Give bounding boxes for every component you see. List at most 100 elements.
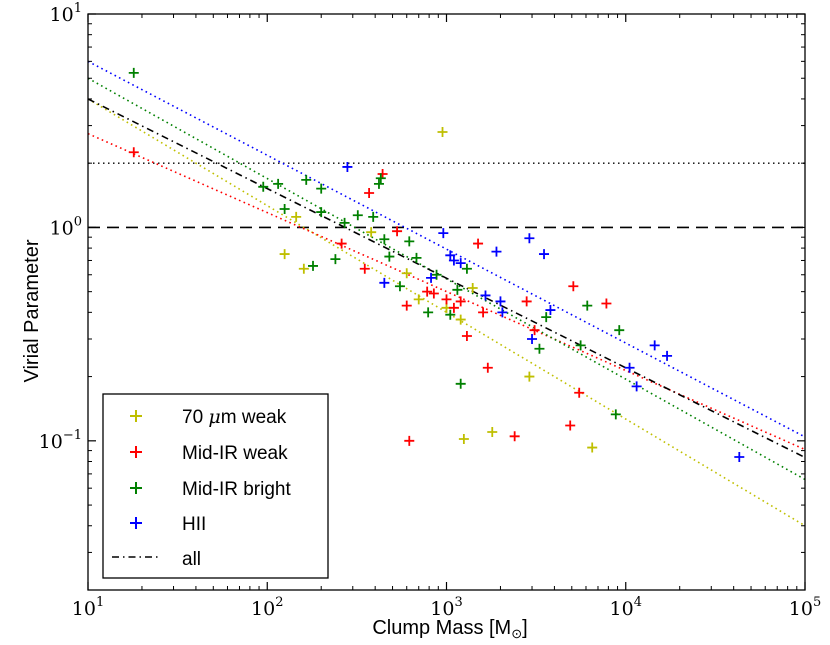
series-points-3 <box>342 161 745 462</box>
data-point <box>574 387 585 398</box>
x-axis-title: Clump Mass [M⊙] <box>372 617 527 641</box>
data-point <box>495 296 506 307</box>
x-tick-label: 105 <box>789 595 821 620</box>
legend-item-70um-weak: 70 μm weak <box>130 406 287 428</box>
data-point <box>461 263 472 274</box>
data-point <box>649 340 660 351</box>
data-point <box>445 309 456 320</box>
legend-item-all: all <box>112 549 201 570</box>
axis-ticks: 101 102 103 104 105 10−1 100 101 <box>39 1 822 620</box>
data-point <box>298 263 309 274</box>
data-point <box>662 350 673 361</box>
data-point <box>482 362 493 373</box>
reference-lines <box>88 162 805 229</box>
series-points-0 <box>279 126 598 453</box>
y-tick-label: 10−1 <box>39 428 82 453</box>
data-point <box>601 298 612 309</box>
legend-label-mid-ir-weak: Mid-IR weak <box>182 443 288 464</box>
data-point <box>487 426 498 437</box>
data-point <box>404 435 415 446</box>
legend-marker-mid-ir-weak <box>130 446 142 458</box>
x-tick-label: 103 <box>430 595 462 620</box>
data-point <box>291 211 302 222</box>
data-point <box>448 255 459 266</box>
data-point <box>128 67 139 78</box>
data-point <box>316 183 327 194</box>
data-point <box>431 269 442 280</box>
data-point <box>631 381 642 392</box>
legend-marker-hii <box>130 517 142 529</box>
data-point <box>527 334 538 345</box>
data-point <box>392 226 403 237</box>
data-point <box>373 178 384 189</box>
data-point <box>452 284 463 295</box>
data-point <box>614 325 625 336</box>
legend-marker-mid-ir-bright <box>130 482 142 494</box>
fit-line-all <box>88 98 805 459</box>
data-point <box>734 451 745 462</box>
data-point <box>455 378 466 389</box>
data-point <box>455 296 466 307</box>
data-point <box>279 249 290 260</box>
x-tick-label: 101 <box>72 595 104 620</box>
data-point <box>404 236 415 247</box>
legend-label-all: all <box>182 549 201 570</box>
data-point <box>411 252 422 263</box>
data-point <box>473 238 484 249</box>
data-point <box>366 227 377 238</box>
legend: 70 μm weak Mid-IR weak Mid-IR bright HII… <box>102 393 329 579</box>
data-point <box>587 442 598 453</box>
data-point <box>524 233 535 244</box>
data-point <box>624 362 635 373</box>
data-point <box>394 281 405 292</box>
data-point <box>330 254 341 265</box>
legend-item-hii: HII <box>130 514 206 535</box>
data-point <box>534 343 545 354</box>
data-point <box>467 283 478 294</box>
series-points-1 <box>128 147 612 446</box>
data-point <box>339 217 350 228</box>
data-point <box>610 409 621 420</box>
data-point <box>480 290 491 301</box>
data-point <box>423 307 434 318</box>
data-point <box>279 203 290 214</box>
data-points <box>128 67 745 462</box>
data-point <box>368 211 379 222</box>
data-point <box>258 181 269 192</box>
data-point <box>448 302 459 313</box>
data-point <box>524 371 535 382</box>
y-tick-label: 101 <box>50 1 82 26</box>
data-point <box>529 325 540 336</box>
legend-box <box>102 393 329 579</box>
data-point <box>428 288 439 299</box>
x-tick-label: 102 <box>251 595 283 620</box>
data-point <box>441 294 452 305</box>
fit-line-70-m-weak <box>88 98 805 527</box>
data-point <box>273 178 284 189</box>
data-point <box>497 307 508 318</box>
data-point <box>379 277 390 288</box>
data-point <box>401 300 412 311</box>
data-point <box>308 260 319 271</box>
data-point <box>445 250 456 261</box>
data-point <box>352 210 363 221</box>
data-point <box>128 147 139 158</box>
data-point <box>458 433 469 444</box>
data-point <box>359 263 370 274</box>
data-point <box>491 246 502 257</box>
legend-label-mid-ir-bright: Mid-IR bright <box>182 479 291 500</box>
data-point <box>438 228 449 239</box>
data-point <box>541 312 552 323</box>
fit-line-hii <box>88 60 805 438</box>
legend-item-mid-ir-weak: Mid-IR weak <box>130 443 288 464</box>
data-point <box>478 307 489 318</box>
data-point <box>342 161 353 172</box>
fit-lines <box>88 60 805 527</box>
data-point <box>375 173 386 184</box>
data-point <box>422 286 433 297</box>
y-axis-title: Virial Parameter <box>21 239 43 382</box>
fit-line-mid-ir-weak <box>88 132 805 451</box>
data-point <box>455 314 466 325</box>
